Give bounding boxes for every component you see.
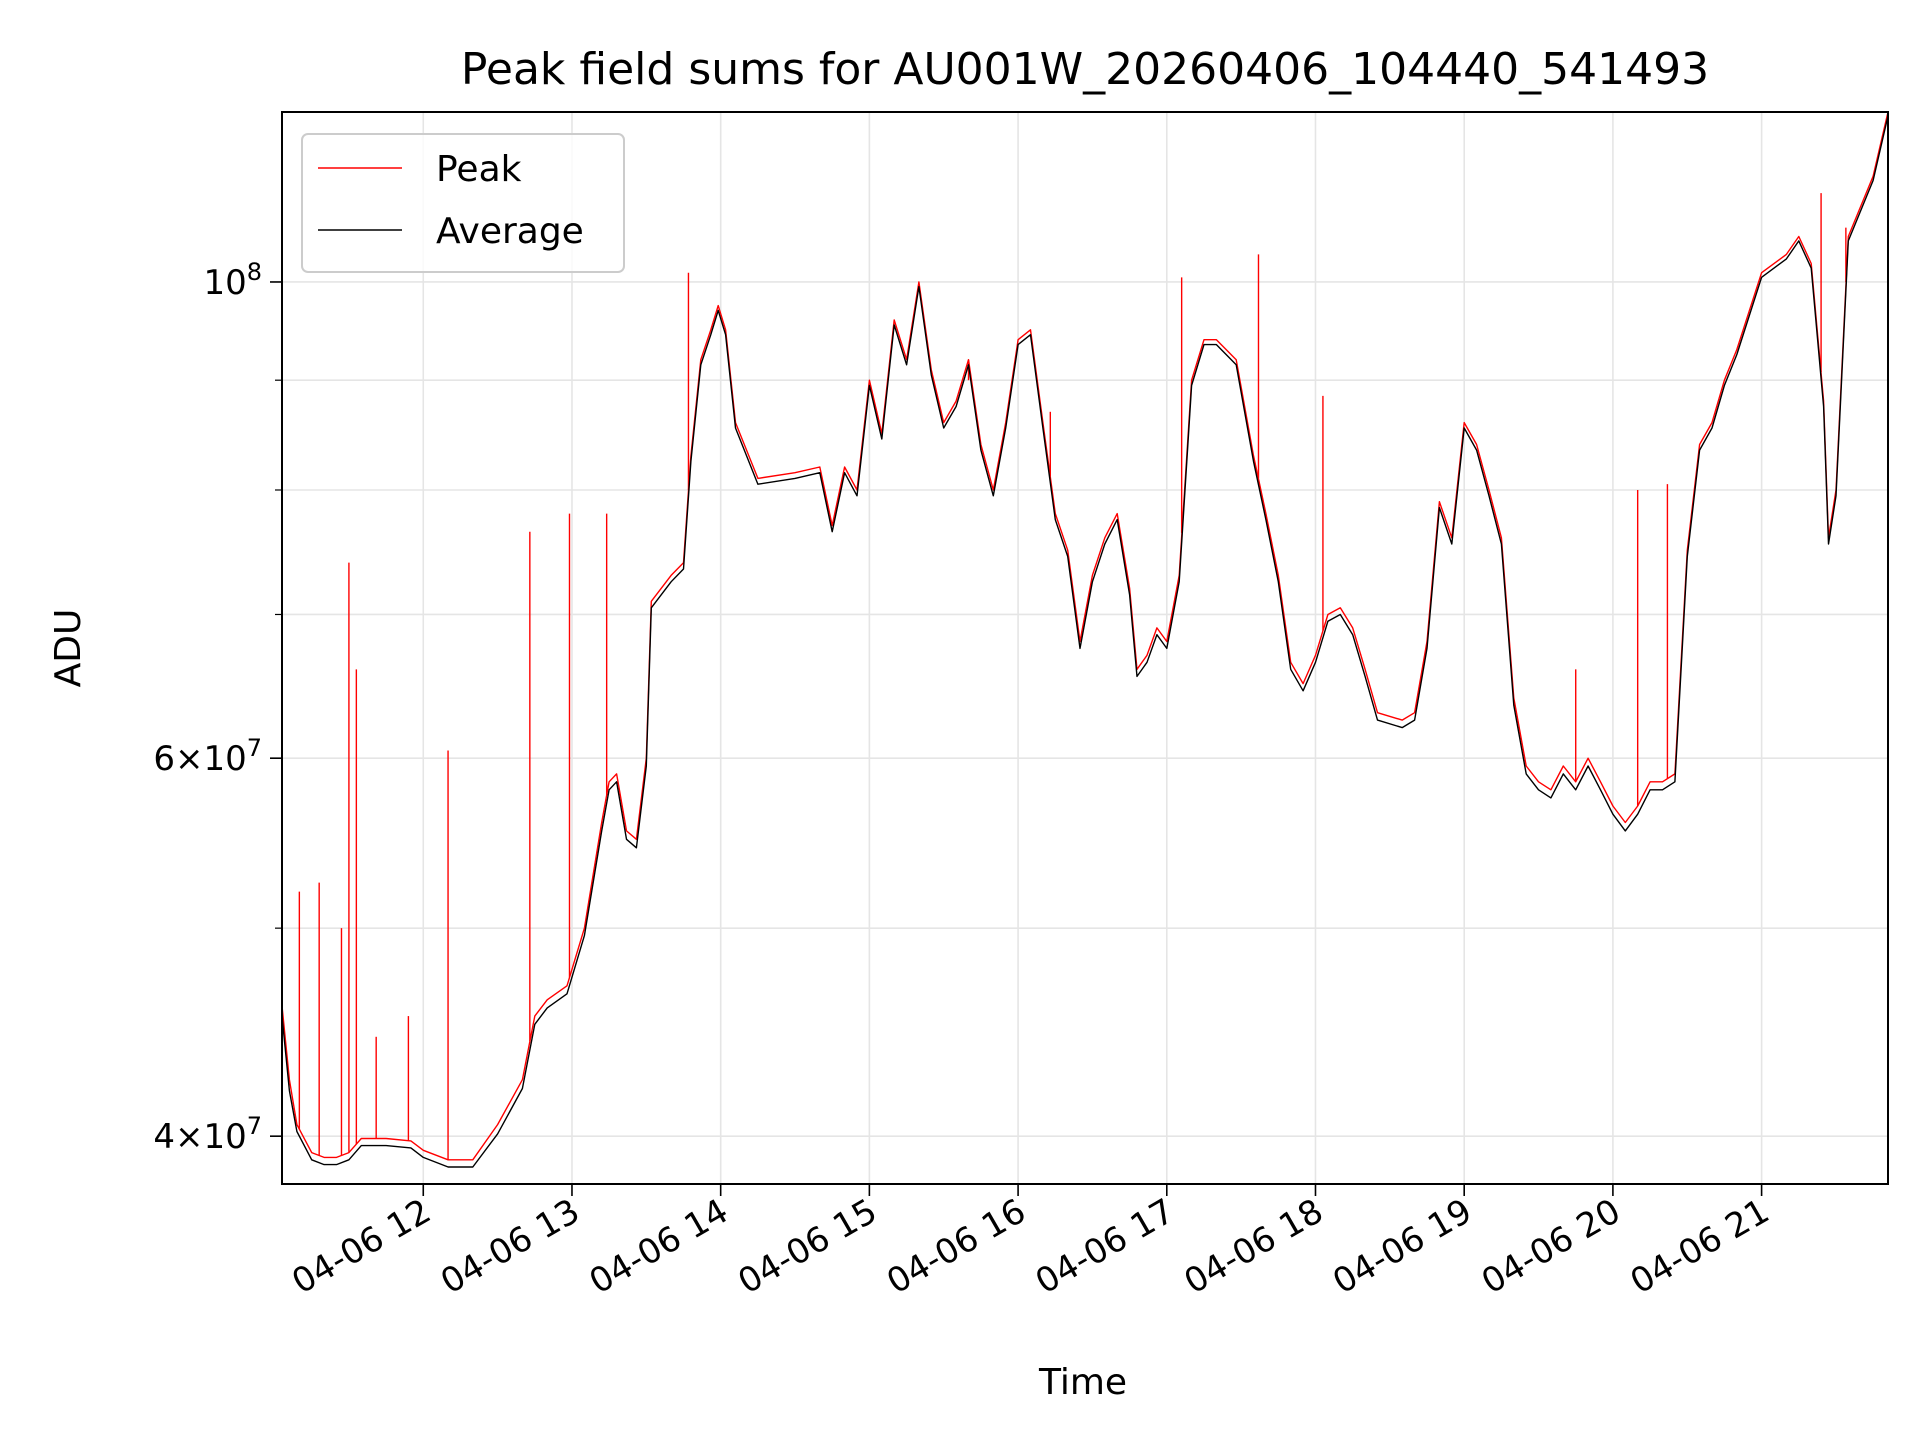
y-tick-label: 108: [203, 258, 262, 303]
chart-title: Peak field sums for AU001W_20260406_1044…: [461, 44, 1709, 95]
legend-label-peak: Peak: [436, 149, 522, 190]
x-axis-label: Time: [1038, 1362, 1127, 1403]
y-axis-ticks: 4×107 6×107 108: [153, 258, 282, 1157]
y-tick-label: 4×107: [153, 1112, 262, 1157]
series-lines: [281, 111, 1889, 1168]
legend: Peak Average: [301, 133, 625, 273]
y-axis-label: ADU: [48, 609, 89, 688]
y-tick-label: 6×107: [153, 734, 262, 779]
legend-label-average: Average: [436, 211, 584, 252]
plot-area-frame: [281, 111, 1889, 1185]
series-line-average: [281, 115, 1889, 1168]
series-line-peak: [281, 111, 1889, 1161]
